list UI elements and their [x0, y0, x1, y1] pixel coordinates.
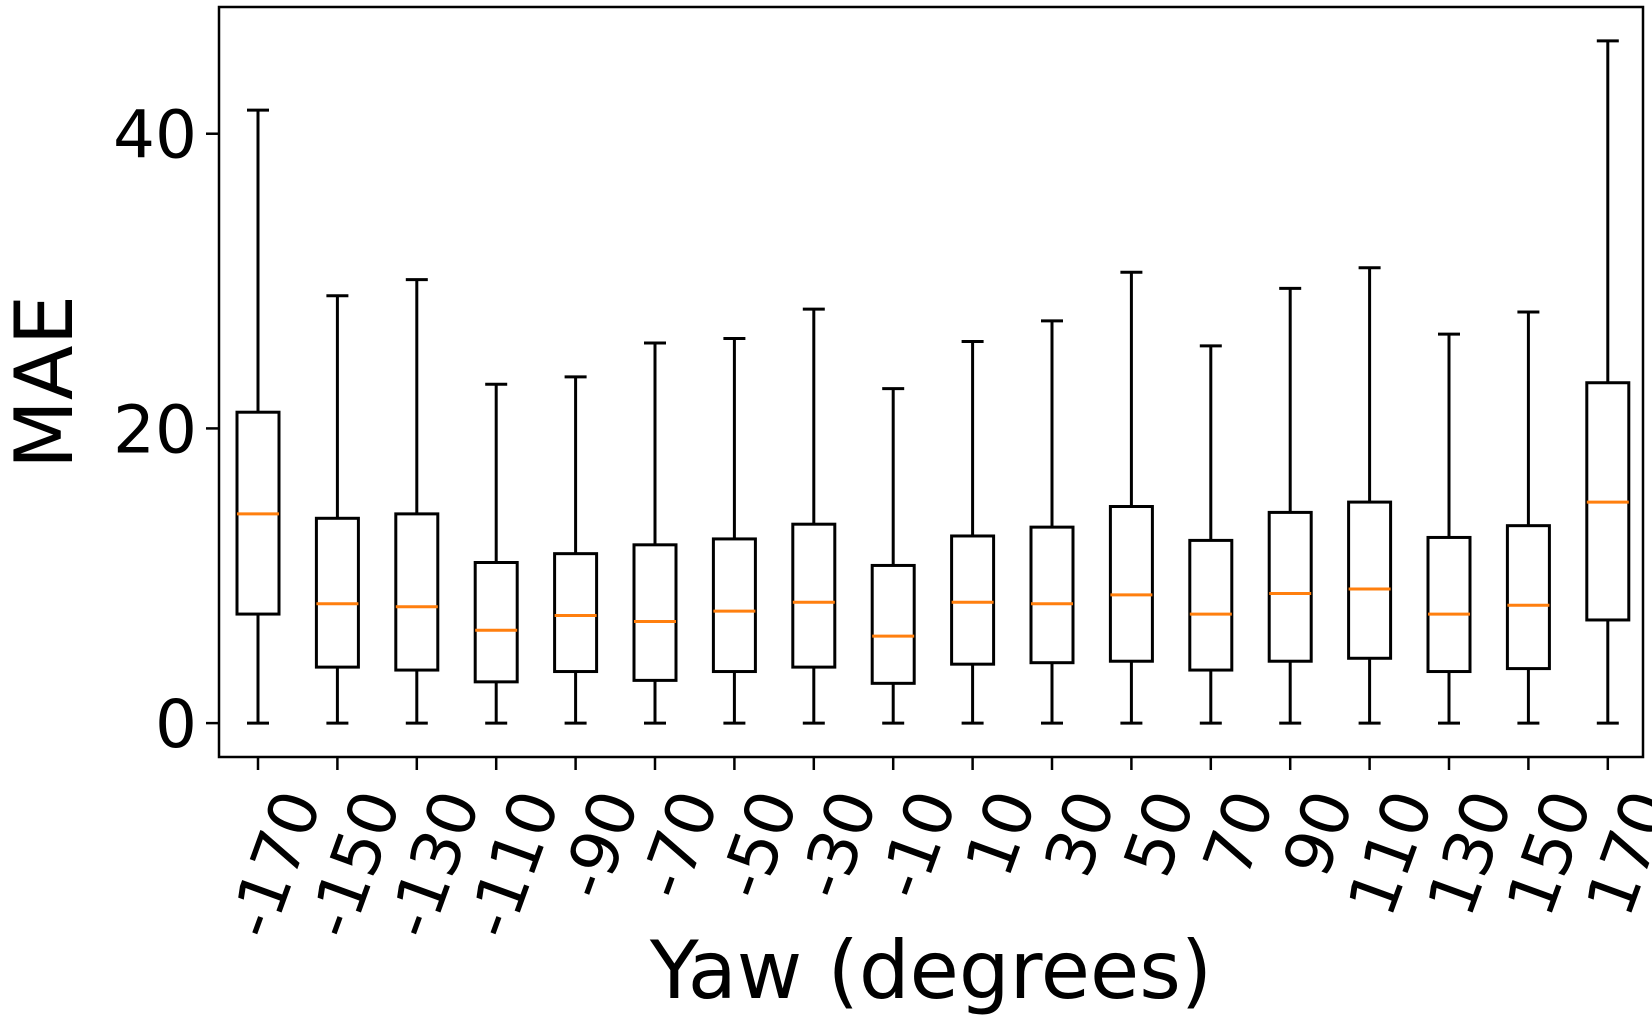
- box-body: [1505, 524, 1551, 671]
- plot-area-frame: [217, 5, 1645, 759]
- box-150: [1505, 310, 1551, 725]
- box--90: [553, 375, 599, 725]
- box-body: [553, 552, 599, 674]
- box--70: [632, 341, 678, 725]
- box-body: [1029, 525, 1075, 665]
- box--130: [394, 278, 440, 725]
- x-tick-label: 50: [1109, 781, 1210, 886]
- box--50: [711, 337, 757, 725]
- box-body: [711, 537, 757, 674]
- box-70: [1188, 344, 1234, 725]
- box--10: [870, 387, 916, 725]
- y-tick-label: 20: [113, 391, 197, 468]
- box-30: [1029, 319, 1075, 725]
- box-body: [1347, 500, 1393, 660]
- x-tick-label: 10: [950, 781, 1051, 886]
- y-tick-label: 0: [155, 686, 197, 763]
- box-body: [1108, 505, 1154, 663]
- box-body: [314, 516, 360, 669]
- box-170: [1585, 39, 1631, 725]
- box-body: [870, 563, 916, 685]
- y-axis-title: MAE: [0, 295, 91, 469]
- boxes-group: [235, 39, 1631, 725]
- box-body: [950, 534, 996, 666]
- box-10: [950, 339, 996, 725]
- box--110: [473, 382, 519, 725]
- box--170: [235, 108, 281, 725]
- box--150: [314, 294, 360, 725]
- box-50: [1108, 270, 1154, 725]
- x-tick-label: 70: [1189, 781, 1290, 886]
- box-body: [1188, 538, 1234, 672]
- box-body: [394, 512, 440, 672]
- box-body: [1267, 510, 1313, 663]
- x-axis: -170-150-130-110-90-70-50-30-10103050709…: [213, 757, 1652, 948]
- y-axis: 0 20 40: [113, 97, 219, 763]
- x-tick-label: 30: [1030, 781, 1131, 886]
- box-90: [1267, 286, 1313, 725]
- box-body: [632, 543, 678, 682]
- box-130: [1426, 332, 1472, 725]
- box--30: [791, 307, 837, 725]
- box-110: [1347, 266, 1393, 725]
- box-body: [473, 561, 519, 684]
- y-tick-label: 40: [113, 97, 197, 174]
- x-axis-title: Yaw (degrees): [649, 924, 1212, 1017]
- box-body: [1426, 535, 1472, 674]
- box-body: [791, 522, 837, 669]
